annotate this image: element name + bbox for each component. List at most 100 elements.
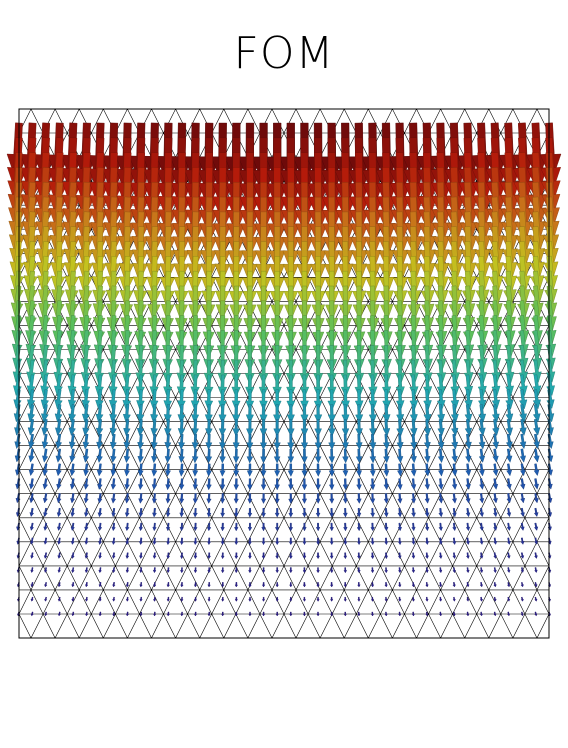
arrow-glyph [438, 507, 444, 518]
arrow-glyph [151, 493, 157, 504]
arrow-glyph [520, 611, 524, 617]
arrow-glyph [220, 537, 225, 546]
arrow-glyph [547, 507, 553, 518]
arrow-glyph [30, 596, 34, 602]
arrow-glyph [397, 493, 403, 504]
arrow-glyph [343, 611, 347, 617]
arrow-glyph [384, 567, 388, 574]
arrow-glyph [410, 433, 418, 450]
arrow-glyph [221, 582, 225, 588]
arrow-glyph [165, 478, 171, 491]
arrow-glyph [367, 344, 379, 372]
arrow-glyph [438, 567, 443, 574]
arrow-glyph [493, 567, 497, 574]
arrow-glyph [71, 567, 75, 574]
arrow-glyph [410, 463, 417, 477]
arrow-glyph [411, 493, 417, 504]
arrow-glyph [166, 537, 171, 546]
arrow-glyph [302, 552, 307, 560]
arrow-glyph [221, 611, 225, 617]
arrow-glyph [218, 419, 227, 437]
arrow-glyph [423, 419, 432, 437]
arrow-glyph [520, 596, 524, 602]
arrow-glyph [69, 478, 76, 490]
arrow-glyph [328, 433, 336, 451]
arrow-glyph [312, 330, 324, 359]
arrow-glyph [166, 582, 171, 588]
arrow-glyph [193, 582, 198, 588]
arrow-glyph [479, 478, 485, 490]
arrow-glyph [398, 596, 402, 602]
arrow-glyph [203, 359, 214, 385]
arrow-glyph [546, 433, 554, 450]
arrow-glyph [55, 433, 63, 450]
arrow-glyph [125, 552, 130, 560]
figure-title: FOM [233, 28, 335, 79]
arrow-glyph [369, 433, 377, 450]
arrow-glyph [70, 552, 75, 559]
arrow-glyph [450, 389, 460, 410]
arrow-glyph [328, 478, 335, 491]
arrow-glyph [451, 448, 458, 463]
arrow-glyph [261, 508, 266, 518]
arrow-glyph [206, 478, 212, 491]
arrow-glyphs [6, 122, 562, 617]
arrow-glyph [341, 404, 350, 424]
arrow-glyph [150, 404, 159, 424]
arrow-glyph [287, 419, 295, 437]
arrow-glyph [464, 418, 473, 437]
arrow-glyph [150, 419, 158, 437]
arrow-glyph [506, 448, 513, 463]
arrow-glyph [452, 507, 457, 518]
arrow-glyph [248, 597, 252, 602]
arrow-glyph [274, 463, 281, 477]
arrow-glyph [329, 537, 334, 546]
arrow-glyph [164, 419, 172, 437]
arrow-glyph [547, 478, 553, 490]
arrow-glyph [204, 404, 213, 424]
arrow-glyph [246, 434, 254, 451]
arrow-glyph [533, 507, 539, 518]
arrow-glyph [57, 552, 62, 559]
arrow-glyph [423, 374, 433, 398]
arrow-glyph [438, 522, 443, 532]
arrow-glyph [230, 330, 242, 359]
arrow-glyph [28, 433, 35, 450]
arrow-glyph [411, 552, 416, 559]
arrow-glyph [57, 522, 62, 531]
arrow-glyph [534, 537, 538, 545]
arrow-glyph [84, 567, 89, 574]
arrow-glyph [271, 345, 283, 372]
arrow-glyph [275, 537, 280, 546]
arrow-glyph [274, 493, 280, 504]
arrow-glyph [507, 611, 511, 617]
arrow-glyph [273, 448, 281, 464]
arrow-glyph [315, 522, 321, 532]
arrow-glyph [397, 507, 403, 518]
arrow-glyph [532, 374, 542, 397]
arrow-glyph [493, 552, 498, 559]
arrow-glyph [327, 404, 336, 424]
arrow-glyph [179, 537, 184, 546]
arrow-glyph [55, 448, 62, 463]
arrow-glyph [314, 434, 322, 451]
arrow-glyph [125, 596, 129, 602]
arrow-glyph [465, 493, 471, 504]
arrow-glyph [505, 433, 513, 450]
arrow-glyph [259, 389, 268, 411]
arrow-glyph [85, 611, 89, 617]
arrow-glyph [287, 448, 295, 464]
arrow-glyph [343, 537, 348, 546]
arrow-glyph [302, 597, 307, 602]
arrow-glyph [232, 404, 241, 424]
arrow-glyph [397, 537, 402, 546]
arrow-glyph [180, 567, 184, 574]
arrow-glyph [355, 404, 364, 424]
arrow-glyph [477, 344, 488, 371]
arrow-glyph [343, 567, 348, 574]
arrow-glyph [438, 463, 444, 477]
arrow-glyph [519, 433, 527, 450]
arrow-glyph [271, 330, 283, 359]
arrow-glyph [479, 567, 484, 574]
arrow-glyph [355, 433, 363, 451]
